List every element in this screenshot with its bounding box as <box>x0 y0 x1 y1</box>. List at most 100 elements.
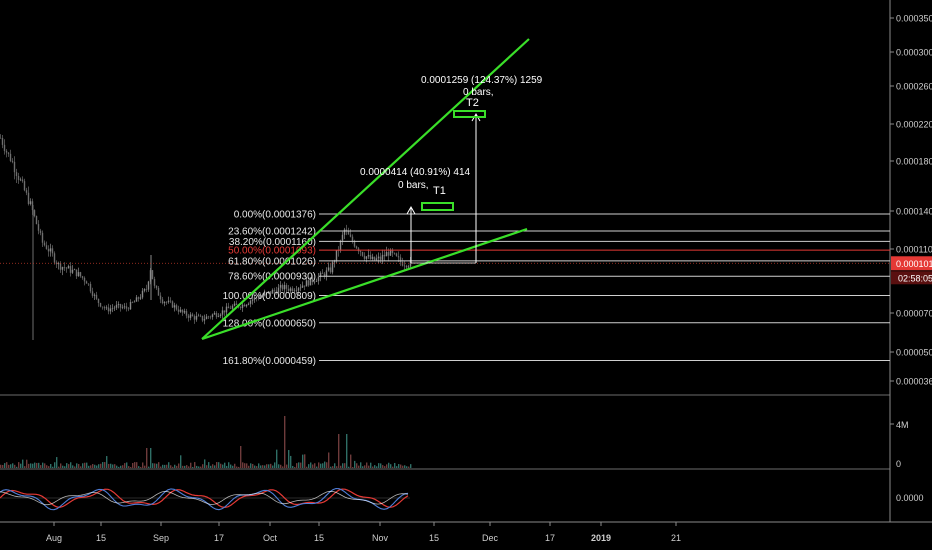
candle-body <box>349 234 352 237</box>
oscillator-macd-line <box>0 487 409 511</box>
candle-body <box>189 314 192 318</box>
volume-bar <box>10 464 12 468</box>
candle-body <box>157 287 160 296</box>
volume-bar <box>252 463 254 468</box>
volume-bar <box>36 462 38 468</box>
candle-body <box>59 263 62 270</box>
candle-body <box>243 304 246 307</box>
candle-body <box>233 303 236 306</box>
volume-bar <box>242 462 244 468</box>
volume-bar <box>24 466 26 468</box>
volume-bar <box>80 466 82 468</box>
oscillator-tick-label: 0.0000 <box>896 493 924 503</box>
candle-body <box>159 295 162 300</box>
candle-body <box>139 297 142 299</box>
volume-bar <box>336 466 338 468</box>
candle-body <box>279 285 282 288</box>
candle-body <box>273 289 276 291</box>
volume-bar <box>142 462 144 468</box>
volume-bar <box>38 462 40 468</box>
volume-bar <box>2 464 4 468</box>
volume-bar <box>406 466 408 468</box>
fib-level-label: 50.00%(0.0001093) <box>228 246 316 257</box>
time-tick-label: 2019 <box>591 533 611 543</box>
volume-tick-label: 0 <box>896 459 901 469</box>
candle-body <box>255 297 258 299</box>
candle-body <box>113 307 116 309</box>
candle-body <box>245 304 248 307</box>
volume-bar <box>260 465 262 468</box>
volume-bar <box>186 465 188 468</box>
volume-bar <box>368 465 370 468</box>
candle-body <box>13 161 16 173</box>
volume-bar <box>34 462 36 468</box>
candle-body <box>297 288 300 291</box>
volume-bar <box>266 464 268 468</box>
volume-bar <box>228 462 230 468</box>
candle-body <box>345 229 348 232</box>
volume-bar <box>284 416 286 468</box>
candle-body <box>301 285 304 288</box>
candle-body <box>307 280 310 286</box>
candle-body <box>151 270 154 280</box>
candle-body <box>235 303 238 305</box>
volume-bar <box>182 465 184 468</box>
candle-body <box>35 216 38 225</box>
candle-body <box>353 241 356 247</box>
volume-bar <box>408 466 410 468</box>
candle-body <box>47 248 50 252</box>
volume-bar <box>144 465 146 468</box>
candle-body <box>259 296 262 299</box>
volume-bar <box>358 465 360 468</box>
volume-bar <box>318 462 320 468</box>
volume-bar <box>64 466 66 468</box>
volume-bar <box>120 465 122 468</box>
candle-body <box>77 272 80 277</box>
candle-body <box>389 249 392 256</box>
volume-bar <box>392 466 394 468</box>
candle-body <box>145 289 148 290</box>
candle-body <box>241 304 244 308</box>
candle-body <box>291 288 294 292</box>
volume-bar <box>146 448 148 468</box>
volume-bar <box>220 463 222 468</box>
candle-body <box>299 287 302 289</box>
candle-body <box>173 305 176 308</box>
candle-body <box>51 248 54 254</box>
volume-bar <box>364 465 366 468</box>
volume-bar <box>134 462 136 468</box>
volume-bar <box>390 464 392 468</box>
candle-body <box>289 288 292 291</box>
candle-body <box>231 305 234 309</box>
volume-bar <box>268 464 270 468</box>
fib-level-label: 78.60%(0.0000930) <box>228 272 316 283</box>
candle-body <box>195 316 198 320</box>
volume-bar <box>58 466 60 468</box>
volume-bar <box>136 462 138 468</box>
volume-bar <box>256 466 258 468</box>
volume-bar <box>386 464 388 468</box>
volume-bar <box>240 446 242 468</box>
candle-body <box>377 256 380 259</box>
volume-bar <box>234 463 236 468</box>
volume-bar <box>224 462 226 468</box>
candle-body <box>3 144 6 151</box>
volume-bar <box>50 463 52 468</box>
volume-bar <box>302 454 304 468</box>
candle-body <box>209 316 212 318</box>
candle-body <box>267 291 270 293</box>
volume-bar <box>122 465 124 468</box>
candle-body <box>283 285 286 290</box>
volume-bar <box>264 465 266 468</box>
current-price-label: 0.0001017 <box>896 259 932 269</box>
candle-body <box>261 295 264 297</box>
candle-body <box>183 311 186 313</box>
volume-bar <box>180 455 182 468</box>
fib-level-label: 23.60%(0.0001242) <box>228 227 316 238</box>
candle-body <box>251 299 254 301</box>
volume-bar <box>66 463 68 468</box>
candle-body <box>323 273 326 277</box>
candle-body <box>83 277 86 282</box>
